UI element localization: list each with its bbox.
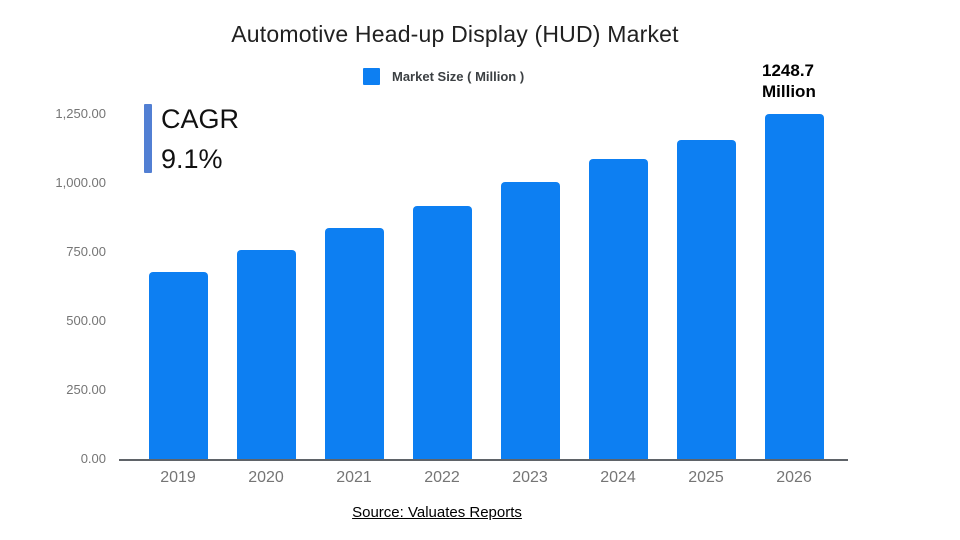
legend: Market Size ( Million ) (363, 68, 524, 85)
bar-2021 (324, 228, 384, 459)
cagr-text-block: CAGR 9.1% (161, 99, 239, 179)
x-axis-label-2024: 2024 (600, 469, 636, 486)
y-axis-label-250: 250.00 (66, 382, 106, 397)
bar-2026 (764, 114, 824, 459)
final-value-number: 1248.7 (762, 61, 814, 80)
x-axis-label-2023: 2023 (512, 469, 548, 486)
x-axis-line (119, 459, 848, 461)
chart-title: Automotive Head-up Display (HUD) Market (231, 21, 679, 47)
bar-2025 (676, 140, 736, 459)
legend-swatch-icon (363, 68, 380, 85)
x-axis-label-2021: 2021 (336, 469, 372, 486)
x-axis-label-2019: 2019 (160, 469, 196, 486)
legend-label: Market Size ( Million ) (392, 69, 525, 84)
x-axis-label-2025: 2025 (688, 469, 724, 486)
final-value-annotation: 1248.7 Million (762, 60, 816, 102)
y-axis-label-500: 500.00 (66, 313, 106, 328)
source-link[interactable]: Source: Valuates Reports (352, 504, 522, 521)
cagr-value: 9.1% (161, 144, 223, 174)
cagr-label: CAGR (161, 104, 240, 134)
cagr-accent-bar (144, 104, 152, 173)
cagr-annotation: CAGR 9.1% (144, 99, 239, 179)
y-axis-label-0: 0.00 (80, 451, 106, 466)
bar-2020 (236, 250, 296, 459)
x-axis-label-2022: 2022 (424, 469, 460, 486)
x-axis-label-2026: 2026 (776, 469, 812, 486)
final-value-unit: Million (762, 82, 816, 101)
bar-2023 (500, 182, 560, 459)
y-axis-label-1000: 1,000.00 (55, 175, 106, 190)
bar-2019 (148, 272, 208, 459)
y-axis-label-1250: 1,250.00 (55, 106, 106, 121)
bar-2022 (412, 206, 472, 459)
bar-2024 (588, 159, 648, 459)
x-axis-label-2020: 2020 (248, 469, 284, 486)
y-axis-label-750: 750.00 (66, 244, 106, 259)
